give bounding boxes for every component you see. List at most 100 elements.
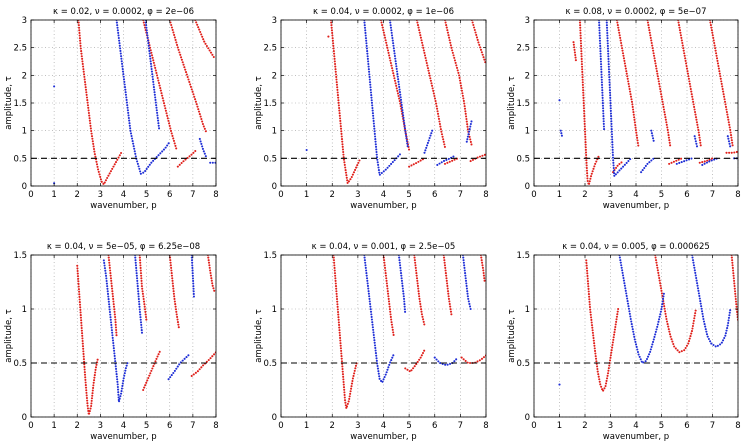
data-point-red <box>176 321 179 324</box>
data-point-red <box>107 174 110 177</box>
chart-title: κ = 0.04, ν = 0.005, φ = 0.000625 <box>562 242 710 252</box>
data-point-red <box>112 305 116 308</box>
data-point-blue <box>150 65 153 68</box>
data-point-red <box>442 256 446 259</box>
data-point-blue <box>683 160 686 163</box>
data-point-blue <box>402 116 405 119</box>
data-point-blue <box>403 308 406 311</box>
data-point-blue <box>388 363 391 366</box>
data-point-red <box>592 339 595 342</box>
data-point-red <box>613 331 616 334</box>
data-point-red <box>414 264 417 267</box>
data-point-red <box>665 123 668 126</box>
data-point-blue <box>152 80 155 83</box>
data-point-red <box>113 310 116 313</box>
data-point-blue <box>145 29 148 32</box>
data-point-blue <box>133 147 136 150</box>
data-point-blue <box>694 274 697 277</box>
data-point-red <box>587 287 590 290</box>
data-point-blue <box>370 99 373 102</box>
data-point-red <box>209 51 213 54</box>
data-point-red <box>658 82 661 85</box>
data-point-blue <box>600 83 604 86</box>
data-point-blue <box>112 342 115 345</box>
data-point-red <box>345 174 348 177</box>
data-point-blue <box>122 73 125 76</box>
data-point-red <box>446 284 449 288</box>
data-point-blue <box>659 313 662 316</box>
data-point-red <box>733 279 736 282</box>
x-tick-label: 2 <box>75 421 80 431</box>
data-point-blue <box>399 266 402 269</box>
data-point-blue <box>658 318 661 321</box>
data-point-blue <box>631 325 634 328</box>
data-point-red <box>198 368 201 371</box>
data-point-red <box>197 26 200 29</box>
data-point-blue <box>399 272 403 275</box>
data-point-blue <box>372 122 375 125</box>
data-point-red <box>583 128 586 131</box>
data-point-red <box>664 312 667 315</box>
data-point-red <box>664 310 667 313</box>
data-point-blue <box>611 148 614 151</box>
data-point-red <box>201 35 204 38</box>
data-point-red <box>628 87 631 91</box>
data-point-red <box>139 269 142 272</box>
data-point-red <box>586 272 589 275</box>
data-point-red <box>342 156 345 159</box>
data-point-blue <box>116 385 119 389</box>
chart-panel-bottom-left: 0 1 2 3 4 5 6 7 800.511.5κ = 0.04, ν = 5e−05, φ … <box>4 242 219 442</box>
data-point-red <box>207 256 210 259</box>
data-point-red <box>112 297 115 301</box>
data-point-red <box>78 29 81 32</box>
data-point-red <box>482 274 486 277</box>
data-point-blue <box>150 70 153 73</box>
data-point-red <box>162 102 166 105</box>
data-point-blue <box>394 57 397 60</box>
data-point-blue <box>611 151 614 154</box>
data-point-blue <box>649 348 652 351</box>
data-point-red <box>687 75 690 78</box>
data-point-blue <box>404 310 407 313</box>
data-point-blue <box>167 142 170 145</box>
data-point-blue <box>191 277 195 280</box>
data-point-blue <box>602 112 605 115</box>
data-point-red <box>688 82 691 85</box>
data-point-blue <box>680 161 683 164</box>
data-point-blue <box>110 321 113 324</box>
data-point-red <box>194 371 197 374</box>
data-point-red <box>352 171 356 174</box>
data-point-red <box>581 81 584 84</box>
data-point-red <box>657 77 660 80</box>
data-point-blue <box>389 361 392 364</box>
data-point-red <box>442 138 445 141</box>
data-point-blue <box>714 345 717 348</box>
data-point-red <box>715 52 718 55</box>
data-point-red <box>618 162 621 166</box>
data-point-red <box>109 274 112 277</box>
data-point-blue <box>364 31 367 34</box>
data-point-blue <box>405 139 408 143</box>
x-tick-label: 1 <box>557 421 562 431</box>
data-point-blue <box>396 75 399 78</box>
data-point-red <box>152 365 155 368</box>
data-point-red <box>331 37 334 40</box>
data-point-red <box>449 308 452 311</box>
data-point-red <box>459 82 462 85</box>
data-point-red <box>710 157 714 160</box>
data-point-red <box>652 52 655 55</box>
data-point-blue <box>608 83 611 86</box>
data-point-red <box>170 132 173 135</box>
data-point-red <box>111 295 114 298</box>
data-point-red <box>667 131 670 134</box>
data-point-blue <box>137 290 140 293</box>
data-point-red <box>172 287 175 290</box>
data-point-blue <box>437 360 440 363</box>
data-point-red <box>635 131 638 134</box>
data-point-blue <box>727 321 730 325</box>
data-point-red <box>471 158 475 161</box>
data-point-red <box>621 52 625 55</box>
data-point-blue <box>729 145 732 148</box>
data-point-red <box>692 103 695 106</box>
data-point-blue <box>119 395 122 398</box>
